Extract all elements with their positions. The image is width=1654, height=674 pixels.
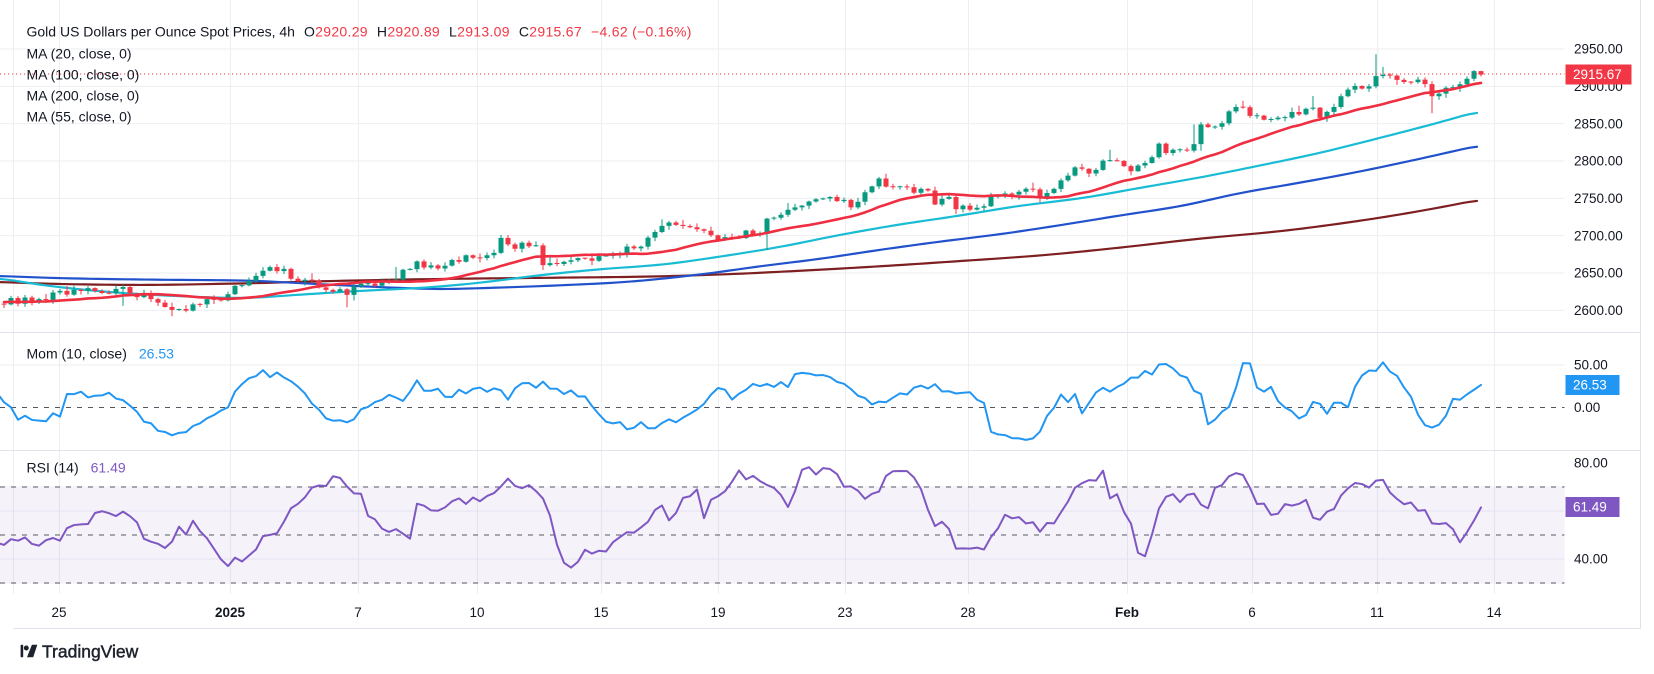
svg-text:40.00: 40.00 (1574, 552, 1608, 567)
svg-text:MA (55, close, 0): MA (55, close, 0) (27, 109, 132, 125)
svg-text:25: 25 (51, 605, 66, 620)
svg-text:10: 10 (469, 605, 484, 620)
svg-text:80.00: 80.00 (1574, 456, 1608, 471)
svg-text:2750.00: 2750.00 (1574, 191, 1623, 206)
svg-text:TradingView: TradingView (42, 642, 139, 662)
svg-text:MA (200, close, 0): MA (200, close, 0) (27, 88, 140, 104)
svg-text:14: 14 (1486, 605, 1502, 620)
svg-text:6: 6 (1248, 605, 1256, 620)
svg-text:RSI (14)61.49: RSI (14) 61.49 (27, 460, 126, 476)
svg-text:2915.67: 2915.67 (1573, 67, 1622, 82)
svg-text:Feb: Feb (1115, 605, 1139, 620)
svg-text:0.00: 0.00 (1574, 400, 1600, 415)
svg-text:2850.00: 2850.00 (1574, 116, 1623, 131)
svg-text:2950.00: 2950.00 (1574, 42, 1623, 57)
svg-text:50.00: 50.00 (1574, 358, 1608, 373)
svg-text:2025: 2025 (215, 605, 246, 620)
svg-text:19: 19 (710, 605, 725, 620)
svg-text:MA (20, close, 0): MA (20, close, 0) (27, 46, 132, 62)
svg-text:61.49: 61.49 (1573, 500, 1607, 515)
svg-text:23: 23 (837, 605, 852, 620)
svg-text:2600.00: 2600.00 (1574, 303, 1623, 318)
svg-text:2800.00: 2800.00 (1574, 154, 1623, 169)
svg-text:Gold US Dollars per Ounce Spot: Gold US Dollars per Ounce Spot Prices, 4… (27, 24, 692, 40)
svg-text:MA (100, close, 0): MA (100, close, 0) (27, 67, 140, 83)
svg-text:2650.00: 2650.00 (1574, 266, 1623, 281)
svg-text:15: 15 (593, 605, 608, 620)
svg-text:11: 11 (1370, 605, 1384, 620)
svg-text:2700.00: 2700.00 (1574, 228, 1623, 243)
svg-text:28: 28 (960, 605, 975, 620)
svg-text:Mom (10, close)26.53: Mom (10, close) 26.53 (27, 346, 175, 362)
svg-text:26.53: 26.53 (1573, 378, 1607, 393)
svg-text:7: 7 (354, 605, 362, 620)
